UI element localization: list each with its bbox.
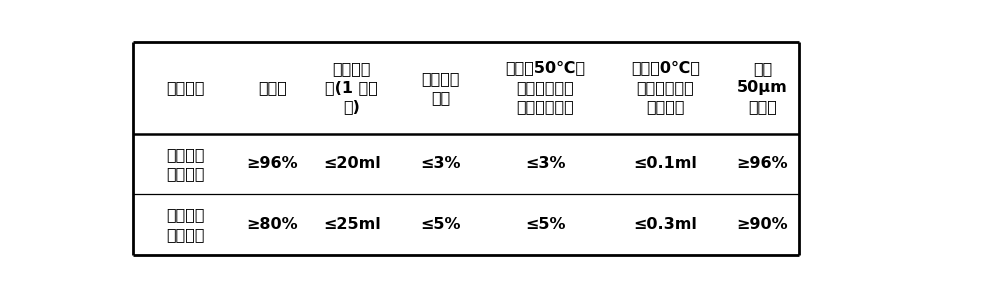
Text: 低温（0℃）
稳定性（离析
物体积）: 低温（0℃） 稳定性（离析 物体积） xyxy=(631,61,700,115)
Text: ≤3%: ≤3% xyxy=(525,156,566,171)
Text: ≥80%: ≥80% xyxy=(246,217,298,232)
Text: ≤25ml: ≤25ml xyxy=(323,217,381,232)
Text: 热贮（50℃）
稳定性（有效
成分分解率）: 热贮（50℃） 稳定性（有效 成分分解率） xyxy=(505,61,586,115)
Text: ≤20ml: ≤20ml xyxy=(323,156,381,171)
Text: 持久起泡
性(1 分钟
后): 持久起泡 性(1 分钟 后) xyxy=(325,61,378,115)
Text: ≤3%: ≤3% xyxy=(421,156,461,171)
Text: 悬浮率: 悬浮率 xyxy=(258,80,287,95)
Text: ≥90%: ≥90% xyxy=(737,217,788,232)
Text: ≤5%: ≤5% xyxy=(525,217,566,232)
Text: ≤0.3ml: ≤0.3ml xyxy=(634,217,698,232)
Text: ≥96%: ≥96% xyxy=(737,156,788,171)
Text: 技术指标: 技术指标 xyxy=(166,80,204,95)
Text: 倾倒后残
余物: 倾倒后残 余物 xyxy=(422,71,460,105)
Text: ≤5%: ≤5% xyxy=(421,217,461,232)
Text: 本发明所
有实施例: 本发明所 有实施例 xyxy=(166,147,204,181)
Text: ≤0.1ml: ≤0.1ml xyxy=(634,156,698,171)
Text: 杀菌产品
规格要求: 杀菌产品 规格要求 xyxy=(166,208,204,242)
Text: ≥96%: ≥96% xyxy=(246,156,298,171)
Text: 通过
50μm
试验筛: 通过 50μm 试验筛 xyxy=(737,61,788,115)
